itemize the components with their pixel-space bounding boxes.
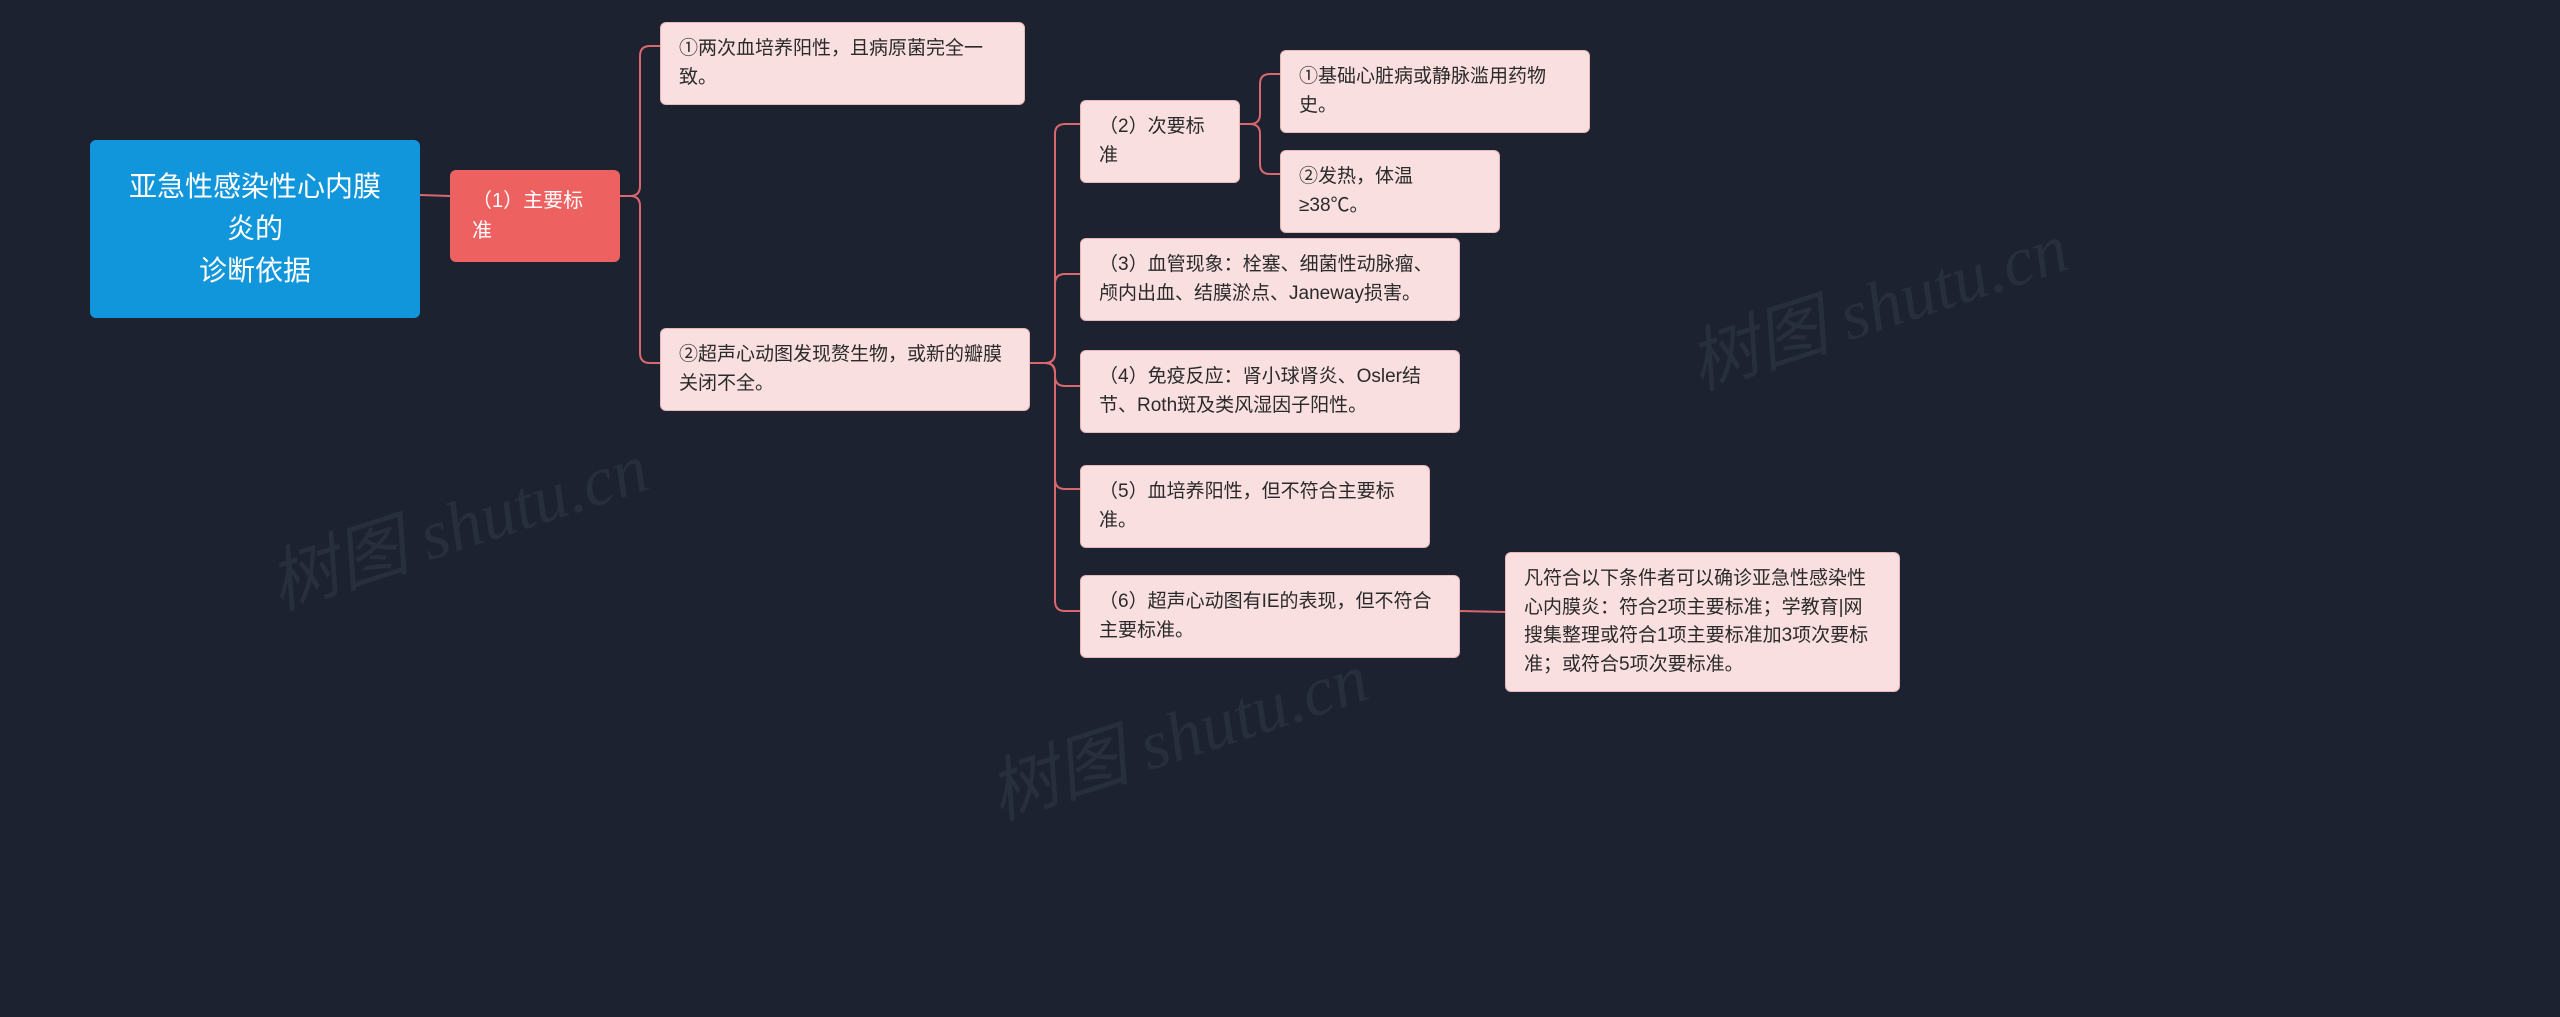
node-l4a: ①基础心脏病或静脉滥用药物史。 (1280, 50, 1590, 133)
node-l1: （1）主要标准 (450, 170, 620, 262)
node-l2a: ①两次血培养阳性，且病原菌完全一致。 (660, 22, 1025, 105)
watermark: 树图 shutu.cn (1674, 192, 2079, 409)
watermark: 树图 shutu.cn (254, 412, 659, 629)
node-l4b: ②发热，体温≥38℃。 (1280, 150, 1500, 233)
node-l4c: 凡符合以下条件者可以确诊亚急性感染性心内膜炎：符合2项主要标准；学教育|网搜集整… (1505, 552, 1900, 692)
node-l3d: （5）血培养阳性，但不符合主要标准。 (1080, 465, 1430, 548)
node-l3c: （4）免疫反应：肾小球肾炎、Osler结节、Roth斑及类风湿因子阳性。 (1080, 350, 1460, 433)
node-l3e: （6）超声心动图有IE的表现，但不符合主要标准。 (1080, 575, 1460, 658)
node-l2b: ②超声心动图发现赘生物，或新的瓣膜关闭不全。 (660, 328, 1030, 411)
node-l3a: （2）次要标准 (1080, 100, 1240, 183)
node-l3b: （3）血管现象：栓塞、细菌性动脉瘤、颅内出血、结膜淤点、Janeway损害。 (1080, 238, 1460, 321)
root-node: 亚急性感染性心内膜炎的诊断依据 (90, 140, 420, 318)
